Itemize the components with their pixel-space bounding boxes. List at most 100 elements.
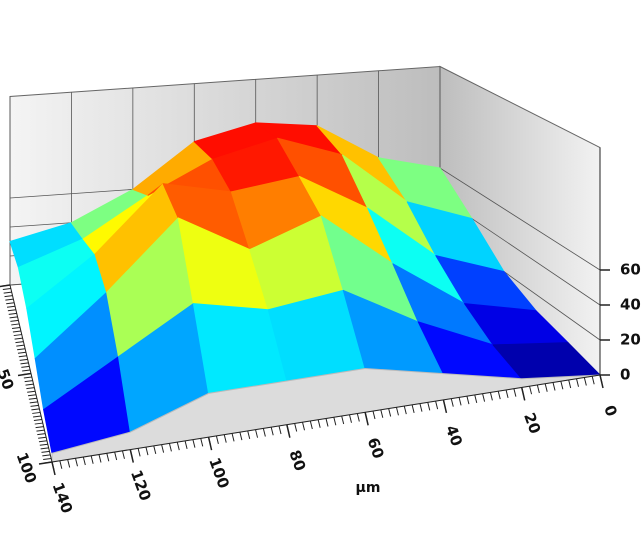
minor-tick [36,429,45,432]
minor-tick [529,386,533,395]
minor-tick [98,454,102,463]
minor-tick [466,396,470,405]
minor-tick [38,436,47,439]
y-tick [17,372,32,377]
minor-tick [278,425,282,435]
minor-tick [215,435,219,445]
minor-tick [4,295,13,298]
minor-tick [333,417,337,426]
minor-tick [255,429,259,438]
minor-tick [184,440,188,449]
minor-tick [372,410,376,420]
minor-tick [12,326,21,329]
minor-tick [75,458,78,467]
x-tick-label: 20 [520,410,544,436]
minor-tick [29,401,38,404]
x-tick-label: 40 [442,423,466,449]
minor-tick [458,397,462,406]
minor-tick [12,330,21,333]
minor-tick [403,405,407,415]
minor-tick [294,423,298,432]
minor-tick [32,411,41,414]
minor-tick [17,351,27,354]
minor-tick [33,419,42,422]
minor-tick [435,400,439,410]
minor-tick [24,380,33,383]
x-tick [442,399,448,414]
minor-tick [231,433,235,442]
minor-tick [6,302,15,305]
minor-tick [349,414,352,423]
minor-tick [27,390,36,393]
minor-tick [121,450,125,459]
z-tick-label: 60 [620,261,641,279]
minor-tick [5,298,14,301]
minor-tick [10,319,19,322]
minor-tick [39,443,48,446]
minor-tick [25,383,34,386]
minor-tick [43,457,52,460]
minor-tick [482,393,486,402]
minor-tick [9,316,18,319]
minor-tick [137,448,141,457]
minor-tick [18,355,27,358]
minor-tick [302,422,305,431]
minor-tick [7,309,16,312]
minor-tick [505,389,509,399]
x-tick-label: 120 [127,468,155,504]
minor-tick [33,415,42,418]
minor-tick [16,344,25,347]
minor-tick [497,391,501,400]
minor-tick [388,408,392,417]
minor-tick [270,427,274,436]
minor-tick [17,348,26,351]
minor-tick [114,451,118,461]
minor-tick [106,453,110,462]
minor-tick [591,376,595,385]
z-tick-label: 40 [620,296,641,314]
minor-tick [239,432,243,441]
minor-tick [90,455,94,464]
minor-tick [19,358,28,361]
y-tick-label: 100 [13,450,41,486]
minor-tick [30,404,39,407]
minor-tick [419,403,423,412]
z-tick-label: 20 [620,331,641,349]
x-tick [520,387,526,401]
minor-tick [42,454,51,457]
minor-tick [31,408,40,411]
minor-tick [536,384,540,394]
minor-tick [411,404,415,413]
minor-tick [489,392,493,401]
minor-tick [568,379,572,389]
minor-tick [168,443,172,452]
minor-tick [41,450,50,453]
minor-tick [474,394,478,404]
y-tick [0,284,11,288]
minor-tick [223,434,227,443]
minor-tick [583,377,587,386]
x-tick [286,424,291,438]
minor-tick [27,394,37,397]
minor-tick [544,383,548,392]
minor-tick [380,409,384,418]
minor-tick [82,456,86,466]
x-tick-label: 100 [205,455,233,491]
minor-tick [6,305,16,308]
front-face [51,367,601,463]
minor-tick [325,418,329,427]
minor-tick [317,419,321,428]
minor-tick [11,323,20,326]
x-tick-label: 60 [364,435,388,461]
minor-tick [59,460,63,469]
minor-tick [8,312,17,315]
surface [9,122,601,463]
minor-tick [2,288,11,291]
minor-tick [20,362,29,365]
z-tick-label: 0 [620,366,630,384]
x-tick [599,374,604,389]
minor-tick [67,459,71,468]
minor-tick [38,440,48,443]
minor-tick [192,439,196,448]
